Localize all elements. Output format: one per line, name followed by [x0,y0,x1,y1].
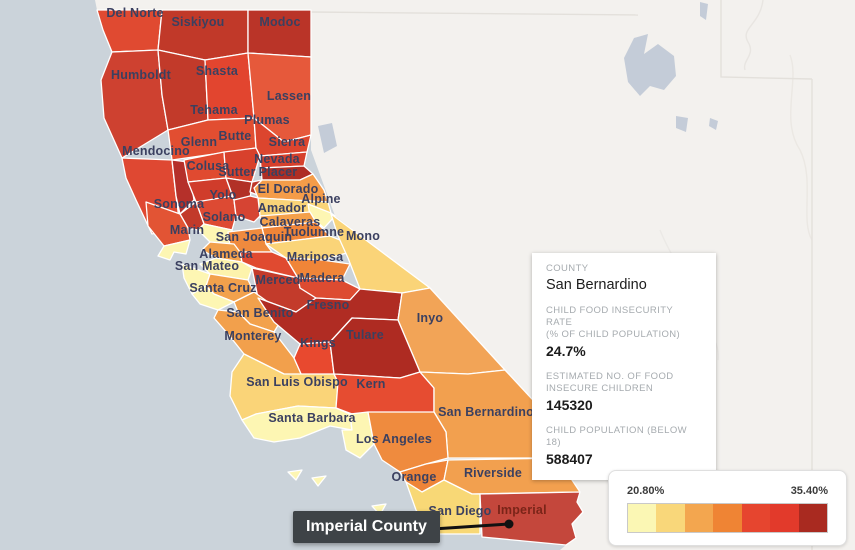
rate-field-value: 24.7% [546,343,586,359]
legend-swatch-3 [684,504,714,532]
child-pop-field-label: CHILD POPULATION (BELOW 18) [546,425,687,448]
county-humboldt[interactable] [100,49,169,159]
county-kings[interactable] [293,341,335,377]
small-lake-1 [676,116,688,132]
county-field-value: San Bernardino [546,277,647,293]
legend-min-label: 20.80% [627,485,665,497]
small-lake-3 [700,2,708,20]
estimated-field-value: 145320 [546,397,593,413]
county-marin[interactable] [157,239,191,261]
county-island3[interactable] [371,503,387,516]
county-mariposa[interactable] [285,257,351,281]
legend-swatch-7 [798,504,827,532]
county-trinity[interactable] [157,49,209,131]
lake-tahoe [318,123,337,153]
legend-color-bar [627,503,828,533]
color-scale-legend: 20.80% 35.40% [608,470,847,546]
map-tooltip: Imperial County [293,511,440,543]
county-butte[interactable] [223,147,261,183]
small-lake-2 [709,118,718,130]
tooltip-leader [432,519,514,531]
legend-swatch-5 [741,504,771,532]
county-modoc[interactable] [247,9,312,58]
child-pop-field-value: 588407 [546,451,593,467]
lakes-layer [318,2,718,153]
estimated-field-label-line1: ESTIMATED NO. OF FOOD [546,371,674,382]
county-delnorte[interactable] [96,9,163,53]
legend-swatch-6 [770,504,799,532]
estimated-field-label-line2: INSECURE CHILDREN [546,383,654,394]
county-sacramento[interactable] [233,195,261,223]
county-kern[interactable] [333,371,435,415]
county-island2[interactable] [311,475,327,487]
legend-swatch-4 [713,504,742,532]
rate-field-label-line2: (% OF CHILD POPULATION) [546,329,681,340]
counties-layer [96,9,586,546]
legend-max-label: 35.40% [790,485,828,497]
county-shasta[interactable] [204,52,255,121]
county-imperial[interactable] [479,491,584,546]
legend-swatch-1 [628,504,657,532]
great-basin-lake [624,34,676,96]
rate-field-label-line1: CHILD FOOD INSECURITY RATE [546,305,673,328]
legend-swatch-2 [656,504,685,532]
county-mono[interactable] [330,213,431,294]
county-info-card: COUNTY San Bernardino CHILD FOOD INSECUR… [532,253,716,480]
tooltip-anchor-dot [504,519,514,529]
county-island1[interactable] [287,469,303,481]
county-field-label: COUNTY [546,263,589,274]
